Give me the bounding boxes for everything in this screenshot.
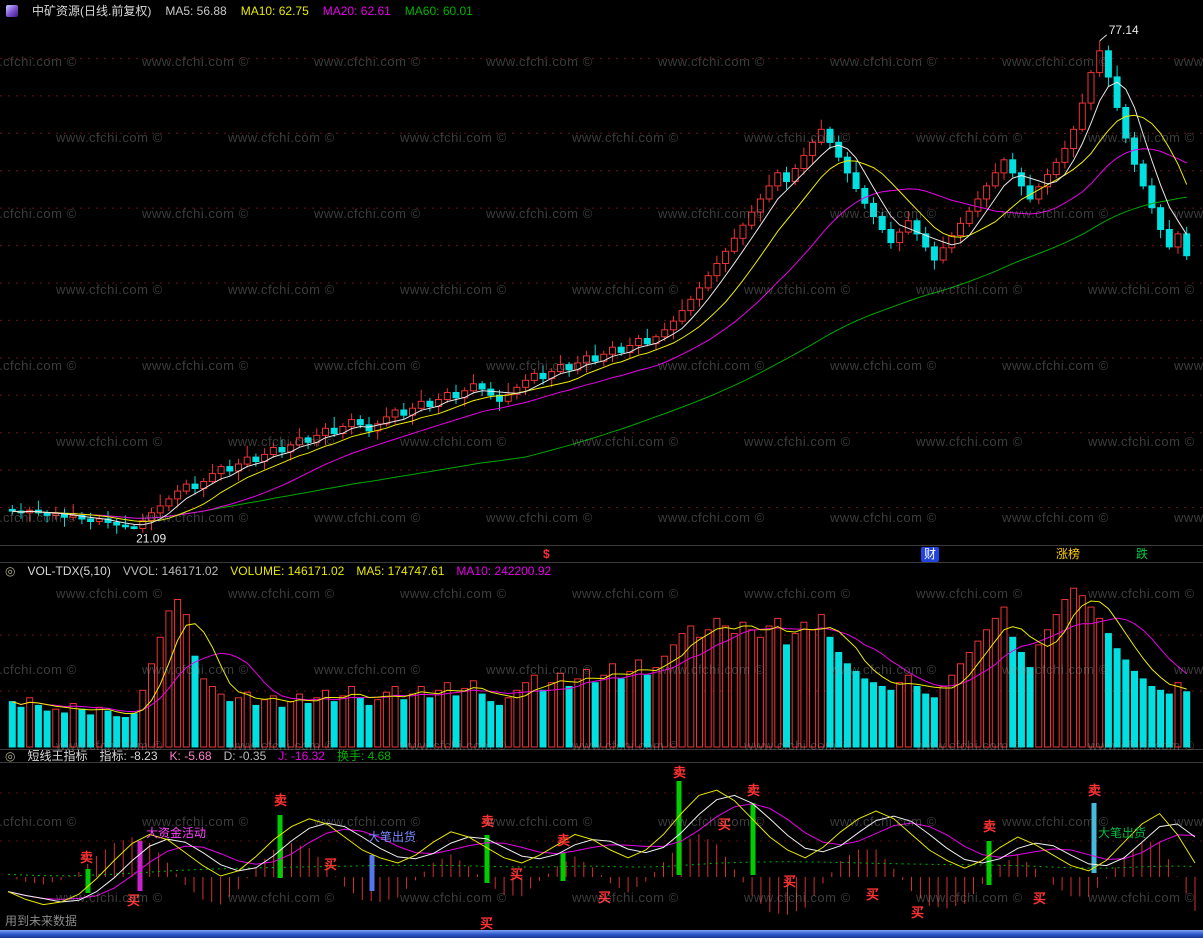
- svg-text:买: 买: [510, 867, 523, 882]
- vol-ma10-value: MA10: 242200.92: [456, 564, 552, 578]
- svg-text:卖: 卖: [80, 850, 93, 865]
- svg-text:卖: 卖: [673, 765, 686, 780]
- vvol-value: VVOL: 146171.02: [122, 564, 219, 578]
- svg-text:买: 买: [1033, 891, 1046, 906]
- ma5-label: MA5: 56.88: [165, 3, 227, 18]
- main-chart-header: 中矿资源(日线.前复权) MA5: 56.88 MA10: 62.75 MA20…: [0, 0, 1203, 21]
- ma10-label: MA10: 62.75: [240, 3, 309, 18]
- svg-text:买: 买: [718, 817, 731, 832]
- ma20-label: MA20: 62.61: [322, 3, 391, 18]
- svg-text:买: 买: [911, 905, 924, 920]
- stock-title: 中矿资源(日线.前复权): [32, 4, 152, 18]
- volume-header: ◎ VOL-TDX(5,10) VVOL: 146171.02 VOLUME: …: [0, 563, 1203, 579]
- svg-text:卖: 卖: [747, 783, 760, 798]
- cai-badge[interactable]: 财: [921, 547, 940, 562]
- svg-text:卖: 卖: [1088, 783, 1101, 798]
- svg-text:买: 买: [866, 887, 879, 902]
- volume-indicator-name[interactable]: VOL-TDX(5,10): [27, 564, 111, 578]
- indicator-icon: ◎: [5, 748, 16, 763]
- k-value: K: -5.68: [169, 748, 212, 763]
- svg-text:买: 买: [783, 874, 796, 889]
- svg-text:买: 买: [127, 893, 140, 908]
- svg-text:大资金活动: 大资金活动: [146, 825, 206, 840]
- svg-text:卖: 卖: [557, 833, 570, 848]
- future-data-note: 用到未来数据: [5, 914, 78, 928]
- svg-text:买: 买: [480, 916, 493, 930]
- indicator-icon: ◎: [5, 564, 16, 578]
- osc-indicator-name[interactable]: 短线王指标: [27, 748, 88, 763]
- status-bar: $ 财 涨榜 跌: [0, 545, 1203, 563]
- svg-text:77.14: 77.14: [1109, 23, 1139, 37]
- svg-text:卖: 卖: [481, 814, 494, 829]
- app-icon: [6, 4, 18, 17]
- volume-value: VOLUME: 146171.02: [230, 564, 345, 578]
- losers-link[interactable]: 跌: [1136, 547, 1149, 561]
- j-value: J: -16.32: [278, 748, 325, 763]
- candlestick-chart[interactable]: 77.14 21.09: [0, 21, 1203, 545]
- dollar-link[interactable]: $: [543, 547, 550, 561]
- svg-text:大笔出货: 大笔出货: [1098, 825, 1146, 840]
- svg-text:大笔出货: 大笔出货: [368, 829, 416, 844]
- svg-text:卖: 卖: [274, 793, 287, 808]
- svg-text:21.09: 21.09: [136, 532, 166, 546]
- d-value: D: -0.35: [223, 748, 267, 763]
- indicator-header: ◎ 短线王指标 指标: -8.23 K: -5.68 D: -0.35 J: -…: [0, 749, 1203, 763]
- svg-text:买: 买: [324, 857, 337, 872]
- huanshou-value: 换手: 4.68: [336, 748, 391, 763]
- zhibiao-value: 指标: -8.23: [99, 748, 158, 763]
- volume-chart[interactable]: [0, 579, 1203, 749]
- gainers-rank-link[interactable]: 涨榜: [1056, 547, 1081, 561]
- taskbar-strip: [0, 930, 1203, 938]
- svg-text:买: 买: [598, 890, 611, 905]
- vol-ma5-value: MA5: 174747.61: [356, 564, 445, 578]
- ma60-label: MA60: 60.01: [404, 3, 473, 18]
- svg-text:卖: 卖: [983, 819, 996, 834]
